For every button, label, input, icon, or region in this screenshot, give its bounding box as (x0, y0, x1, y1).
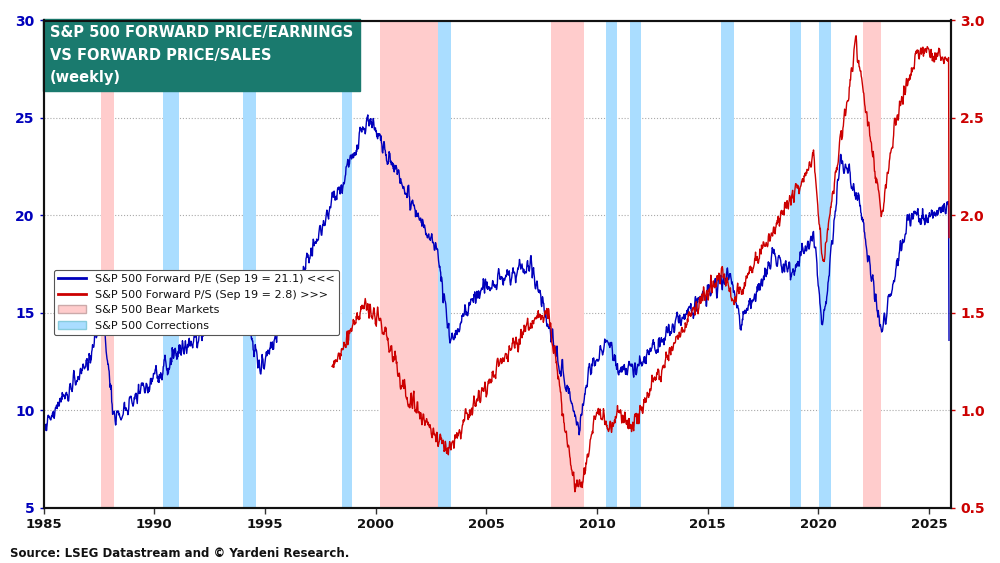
Bar (163, 20, 179, 508)
Text: S&P 500 FORWARD PRICE/EARNINGS
VS FORWARD PRICE/SALES
(weekly): S&P 500 FORWARD PRICE/EARNINGS VS FORWAR… (50, 25, 353, 85)
Text: Source: LSEG Datastream and © Yardeni Research.: Source: LSEG Datastream and © Yardeni Re… (10, 547, 349, 560)
Bar (342, 20, 352, 508)
Bar (438, 20, 451, 508)
Bar (243, 20, 256, 508)
Bar (630, 20, 641, 508)
Bar (721, 20, 734, 508)
Bar (863, 20, 881, 508)
Bar (380, 20, 438, 508)
Bar (606, 20, 617, 508)
Bar (551, 20, 584, 508)
Bar (101, 20, 114, 508)
Bar (819, 20, 831, 508)
Legend: S&P 500 Forward P/E (Sep 19 = 21.1) <<<, S&P 500 Forward P/S (Sep 19 = 2.8) >>>,: S&P 500 Forward P/E (Sep 19 = 21.1) <<<,… (54, 270, 339, 335)
Bar (790, 20, 801, 508)
